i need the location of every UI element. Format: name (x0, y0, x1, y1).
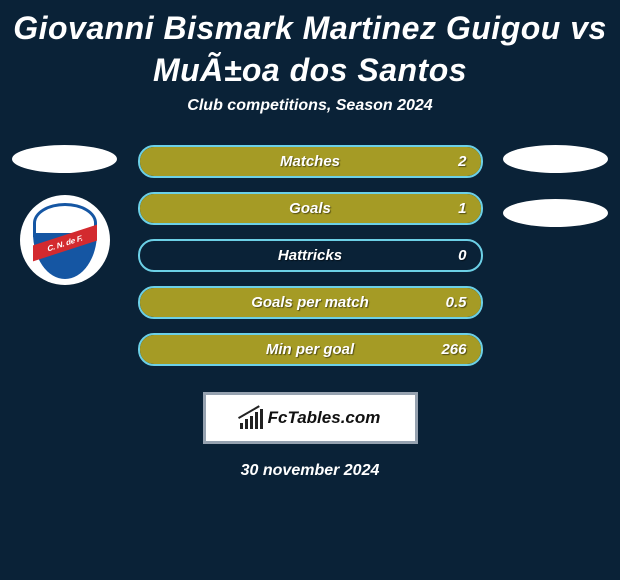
player-pill-placeholder (12, 145, 117, 173)
main-content: C. N. de F. Matches 2 Goals 1 Hattricks 0 Goal… (0, 145, 620, 366)
stat-value: 0.5 (446, 294, 467, 311)
stat-label: Hattricks (278, 247, 342, 264)
stat-bar: Goals per match 0.5 (138, 286, 483, 319)
source-logo-box: FcTables.com (203, 392, 418, 444)
crest-shield: C. N. de F. (33, 203, 97, 277)
stat-label: Matches (280, 153, 340, 170)
stat-label: Min per goal (266, 341, 354, 358)
player-pill-placeholder (503, 145, 608, 173)
stat-bar: Matches 2 (138, 145, 483, 178)
chart-icon (240, 407, 262, 429)
club-crest: C. N. de F. (20, 195, 110, 285)
stat-bar: Hattricks 0 (138, 239, 483, 272)
page-subtitle: Club competitions, Season 2024 (0, 97, 620, 115)
stat-value: 2 (458, 153, 466, 170)
stat-label: Goals (289, 200, 331, 217)
stat-value: 266 (441, 341, 466, 358)
stat-bars: Matches 2 Goals 1 Hattricks 0 Goals per match 0… (138, 145, 483, 366)
right-column (501, 145, 611, 227)
left-column: C. N. de F. (10, 145, 120, 285)
player-pill-placeholder (503, 199, 608, 227)
page-title: Giovanni Bismark Martinez Guigou vs MuÃ±… (0, 0, 620, 91)
stat-bar: Goals 1 (138, 192, 483, 225)
stat-value: 0 (458, 247, 466, 264)
date-text: 30 november 2024 (0, 462, 620, 480)
stat-bar: Min per goal 266 (138, 333, 483, 366)
logo-text: FcTables.com (268, 408, 381, 428)
stat-label: Goals per match (251, 294, 369, 311)
stat-value: 1 (458, 200, 466, 217)
